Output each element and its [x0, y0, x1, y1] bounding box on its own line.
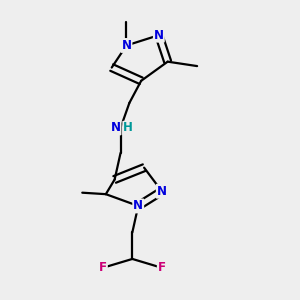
Text: N: N — [154, 29, 164, 42]
Text: N: N — [157, 185, 167, 198]
Text: N: N — [122, 39, 131, 52]
Text: F: F — [158, 261, 166, 274]
Text: H: H — [123, 122, 133, 134]
Text: N: N — [133, 200, 143, 212]
Text: N: N — [111, 122, 121, 134]
Text: F: F — [99, 261, 107, 274]
